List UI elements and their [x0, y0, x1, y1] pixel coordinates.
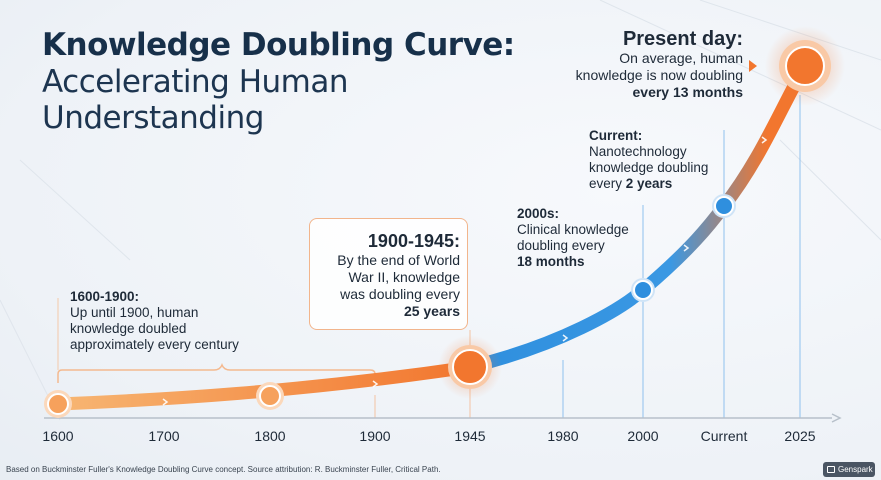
annotation-1945-line4: 25 years: [403, 303, 460, 319]
annotation-1945-line3: was doubling every: [340, 286, 460, 302]
present-pointer-icon: [749, 60, 757, 72]
title-subtitle-line2: Understanding: [42, 100, 264, 136]
genspark-badge[interactable]: Genspark: [823, 462, 875, 477]
annotation-current-line3: every 2 years: [589, 176, 708, 192]
period-bracket: [57, 362, 376, 383]
direction-chevron: [683, 244, 690, 252]
annotation-current-line1: Nanotechnology: [589, 144, 687, 159]
direction-chevron: [162, 398, 169, 406]
marker-1945: [452, 349, 488, 385]
annotation-1945-head: 1900-1945:: [367, 231, 460, 251]
background-line: [19, 159, 131, 261]
direction-chevron: [372, 380, 379, 388]
annotation-2000-line1: Clinical knowledge: [517, 222, 629, 237]
annotation-current: Current: Nanotechnology knowledge doubli…: [589, 128, 708, 192]
x-tick-label: 1900: [359, 428, 390, 444]
annotation-current-head: Current:: [589, 128, 643, 143]
annotation-2000s: 2000s: Clinical knowledge doubling every…: [517, 206, 629, 270]
annotation-present-head: Present day:: [622, 28, 743, 50]
direction-chevron: [562, 334, 569, 342]
x-tick-label: 1800: [254, 428, 285, 444]
annotation-present-line3: every 13 months: [632, 84, 744, 100]
annotation-1945-line1: By the end of World: [337, 252, 460, 268]
x-axis-arrow: [831, 413, 842, 423]
marker-2025: [785, 46, 825, 86]
annotation-1600-1900: 1600-1900: Up until 1900, human knowledg…: [70, 289, 239, 353]
annotation-present-line2: knowledge is now doubling: [575, 67, 743, 83]
annotation-1600-line3: approximately every century: [70, 337, 239, 352]
annotation-present-day: Present day: On average, human knowledge…: [550, 28, 743, 101]
annotation-box-1945: [309, 218, 468, 330]
x-tick-label: 1700: [148, 428, 179, 444]
knowledge-curve: [51, 59, 812, 411]
title-subtitle-line1: Accelerating Human: [42, 64, 348, 100]
marker-1600: [47, 393, 69, 415]
x-tick-label: 1980: [547, 428, 578, 444]
annotation-1945-line2: War II, knowledge: [348, 269, 460, 285]
annotation-1600-line2: knowledge doubled: [70, 321, 187, 336]
annotation-current-line3-a: every: [589, 176, 626, 191]
marker-1800: [259, 385, 281, 407]
marker-Current: [714, 196, 734, 216]
background-line: [599, 0, 881, 131]
annotation-present-line1: On average, human: [619, 50, 743, 66]
annotation-current-line3-b: 2 years: [625, 176, 673, 191]
annotation-current-line2: knowledge doubling: [589, 160, 709, 175]
x-tick-label: 2025: [784, 428, 815, 444]
annotation-2000-line3: 18 months: [517, 254, 585, 269]
annotation-1900-1945: 1900-1945: By the end of World War II, k…: [316, 230, 460, 320]
genspark-badge-label: Genspark: [838, 465, 873, 474]
source-footnote: Based on Buckminster Fuller's Knowledge …: [6, 465, 441, 474]
annotation-2000-line2: doubling every: [517, 238, 605, 253]
title-block: Knowledge Doubling Curve: Accelerating H…: [42, 26, 515, 136]
annotation-2000-head: 2000s:: [517, 206, 560, 221]
genspark-icon: [827, 466, 835, 473]
background-line: [779, 139, 881, 241]
marker-2000: [633, 280, 653, 300]
x-tick-label: Current: [701, 428, 748, 444]
annotation-1600-line1: Up until 1900, human: [70, 305, 199, 320]
annotation-1600-head: 1600-1900:: [70, 289, 140, 304]
x-tick-label: 1600: [42, 428, 73, 444]
x-tick-label: 2000: [627, 428, 658, 444]
title-main: Knowledge Doubling Curve:: [42, 27, 515, 63]
x-tick-label: 1945: [454, 428, 485, 444]
direction-chevron: [761, 136, 768, 144]
